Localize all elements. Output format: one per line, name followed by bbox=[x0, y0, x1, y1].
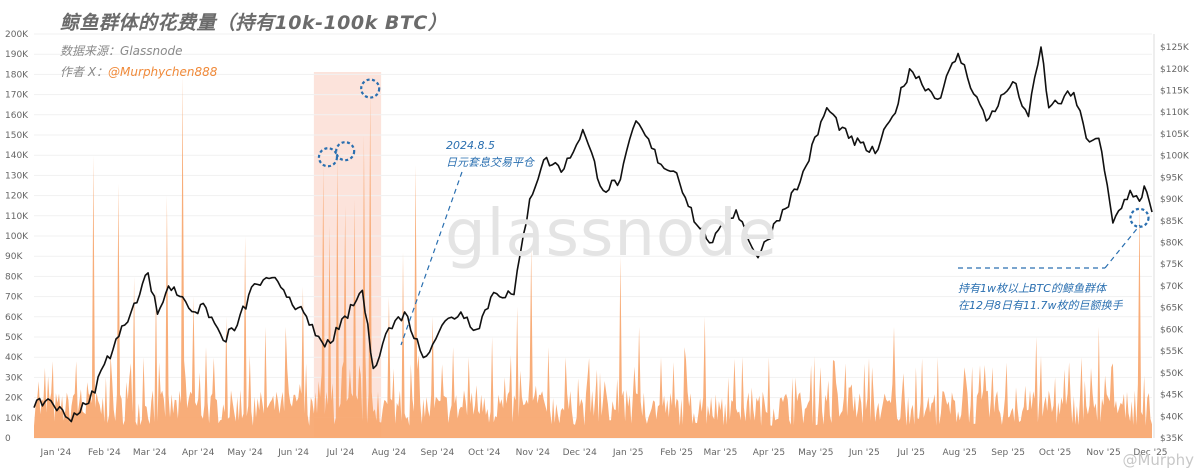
left-tick-label: 0 bbox=[5, 434, 11, 444]
x-tick-label: Feb '25 bbox=[660, 448, 693, 458]
right-tick-label: $85K bbox=[1160, 217, 1184, 227]
x-tick-label: Apr '24 bbox=[182, 448, 215, 458]
x-tick-label: Dec '24 bbox=[563, 448, 597, 458]
whale-line-1: 持有1w枚以上BTC的鲸鱼群体 bbox=[958, 282, 1106, 295]
yen-annotation: 2024.8.5 日元套息交易平仓 bbox=[446, 137, 534, 171]
left-tick-label: 100K bbox=[5, 232, 29, 242]
whale-pointer-d bbox=[1104, 224, 1141, 269]
author-label: 作者 X： bbox=[60, 65, 109, 79]
right-tick-label: $105K bbox=[1160, 130, 1190, 140]
left-tick-label: 70K bbox=[5, 293, 23, 303]
price-line bbox=[33, 46, 1153, 423]
source-line: 数据来源：Glassnode bbox=[60, 42, 182, 59]
right-tick-label: $80K bbox=[1160, 239, 1184, 249]
left-tick-label: 150K bbox=[5, 131, 29, 141]
x-tick-label: Mar '24 bbox=[133, 448, 167, 458]
left-tick-label: 110K bbox=[5, 212, 29, 222]
right-tick-label: $100K bbox=[1160, 152, 1190, 162]
left-tick-label: 80K bbox=[5, 272, 23, 282]
whale-annotation: 持有1w枚以上BTC的鲸鱼群体 在12月8日有11.7w枚的巨额换手 bbox=[958, 280, 1122, 314]
left-tick-label: 30K bbox=[5, 373, 23, 383]
right-tick-label: $90K bbox=[1160, 195, 1184, 205]
left-tick-label: 160K bbox=[5, 111, 29, 121]
x-tick-label: Mar '25 bbox=[704, 448, 738, 458]
spike-marker bbox=[317, 147, 339, 168]
x-tick-label: Jun '25 bbox=[848, 448, 880, 458]
x-tick-label: Oct '25 bbox=[1039, 448, 1071, 458]
right-tick-label: $125K bbox=[1160, 43, 1190, 53]
glassnode-watermark: glassnode bbox=[445, 197, 778, 271]
x-tick-label: Aug '25 bbox=[942, 448, 976, 458]
spend-area bbox=[34, 74, 1152, 439]
x-tick-label: Oct '24 bbox=[468, 448, 501, 458]
right-tick-label: $45K bbox=[1160, 391, 1184, 401]
annotation-pointers bbox=[400, 171, 1141, 346]
circle-markers bbox=[317, 78, 1150, 228]
x-tick-label: Aug '24 bbox=[372, 448, 407, 458]
x-tick-label: May '25 bbox=[798, 448, 833, 458]
x-tick-label: Nov '24 bbox=[516, 448, 551, 458]
x-tick-label: Jun '24 bbox=[277, 448, 309, 458]
right-tick-label: $70K bbox=[1160, 282, 1184, 292]
whale-line-2: 在12月8日有11.7w枚的巨额换手 bbox=[958, 299, 1123, 312]
x-tick-label: May '24 bbox=[227, 448, 263, 458]
right-tick-label: $60K bbox=[1160, 325, 1184, 335]
right-axis-ticks: $35K $40K $45K $50K $55K $60K $65K $70K $75K $80K… bbox=[1153, 34, 1190, 444]
right-tick-label: $75K bbox=[1160, 260, 1184, 270]
right-tick-label: $55K bbox=[1160, 347, 1184, 357]
yen-date: 2024.8.5 bbox=[446, 139, 495, 152]
x-tick-label: Jan '25 bbox=[612, 448, 644, 458]
left-tick-label: 60K bbox=[5, 313, 23, 323]
left-tick-label: 40K bbox=[5, 353, 23, 363]
source-label: 数据来源： bbox=[60, 44, 121, 58]
x-tick-label: Feb '24 bbox=[88, 448, 121, 458]
source-value: Glassnode bbox=[120, 44, 183, 58]
left-tick-label: 200K bbox=[5, 30, 29, 40]
left-tick-label: 120K bbox=[5, 192, 29, 202]
yen-event: 日元套息交易平仓 bbox=[446, 156, 534, 169]
right-tick-label: $110K bbox=[1160, 108, 1190, 118]
left-tick-label: 20K bbox=[5, 394, 23, 404]
spike-marker bbox=[335, 141, 356, 162]
x-tick-label: Jul '25 bbox=[896, 448, 925, 458]
left-tick-label: 90K bbox=[5, 252, 23, 262]
left-tick-label: 10K bbox=[5, 414, 23, 424]
left-tick-label: 50K bbox=[5, 333, 23, 343]
x-axis-ticks: Jan '24 Feb '24 Mar '24 Apr '24 May '24 Jun '… bbox=[40, 448, 1168, 458]
right-tick-label: $95K bbox=[1160, 173, 1184, 183]
left-tick-label: 170K bbox=[5, 91, 29, 101]
author-line: 作者 X：@Murphychen888 bbox=[60, 63, 217, 80]
right-tick-label: $115K bbox=[1160, 86, 1190, 96]
spike-marker bbox=[1129, 207, 1150, 228]
footer-watermark: @Murphy bbox=[1122, 451, 1194, 469]
right-tick-label: $40K bbox=[1160, 412, 1184, 422]
x-tick-label: Sep '24 bbox=[421, 448, 455, 458]
right-tick-label: $65K bbox=[1160, 304, 1184, 314]
right-tick-label: $120K bbox=[1160, 65, 1190, 75]
x-tick-label: Sep '25 bbox=[991, 448, 1025, 458]
left-tick-label: 190K bbox=[5, 50, 29, 60]
yen-pointer bbox=[400, 171, 463, 346]
x-tick-label: Nov '25 bbox=[1086, 448, 1120, 458]
x-tick-label: Jul '24 bbox=[326, 448, 355, 458]
left-tick-label: 130K bbox=[5, 171, 29, 181]
x-tick-label: Jan '24 bbox=[40, 448, 72, 458]
right-tick-label: $35K bbox=[1160, 434, 1184, 444]
spike-marker bbox=[360, 78, 381, 99]
left-axis-ticks: 0 10K 20K 30K 40K 50K 60K 70K 80K 90K 100K 110K 120K… bbox=[5, 30, 29, 444]
left-tick-label: 180K bbox=[5, 70, 29, 80]
x-tick-label: Apr '25 bbox=[753, 448, 785, 458]
x-tick-label: Dec '25 bbox=[1133, 448, 1167, 458]
left-tick-label: 140K bbox=[5, 151, 29, 161]
chart-title: 鲸鱼群体的花费量（持有10k-100k BTC） bbox=[60, 12, 448, 34]
right-tick-label: $50K bbox=[1160, 369, 1184, 379]
author-handle[interactable]: @Murphychen888 bbox=[108, 65, 218, 79]
